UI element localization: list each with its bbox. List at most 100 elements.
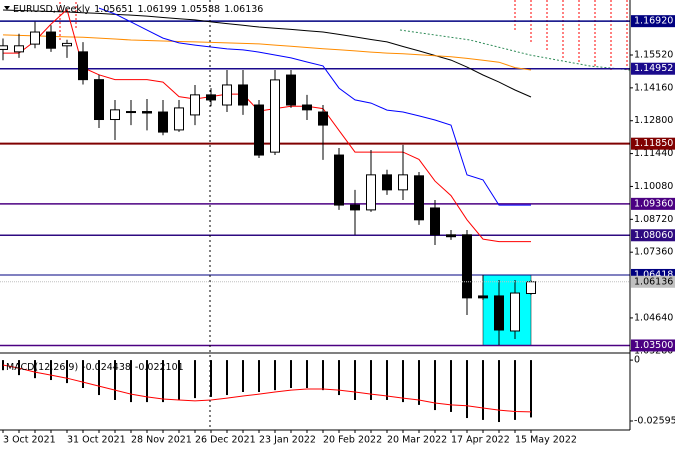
macd-bar (130, 360, 132, 403)
macd-bar (354, 360, 356, 400)
close-value: 1.06136 (224, 4, 263, 15)
candle-body (510, 292, 520, 332)
indicator-line (2, 9, 532, 98)
candle-body (190, 94, 200, 116)
macd-bar (146, 360, 148, 403)
macd-bar (306, 360, 308, 389)
candle-body (254, 104, 264, 156)
candle-body (142, 111, 152, 114)
level-label-box (631, 197, 675, 210)
macd-bar (34, 360, 36, 379)
macd-bar (450, 360, 452, 412)
cloud-edge (399, 29, 631, 71)
level-label-box (631, 339, 675, 352)
indicator-line (2, 34, 532, 71)
y-tick-label: 1.07360 (634, 247, 673, 258)
macd-bar (338, 360, 340, 396)
candle-body (398, 174, 408, 191)
macd-bar (418, 360, 420, 405)
level-label: 1.06418 (634, 269, 673, 280)
level-label: 1.11850 (634, 138, 673, 149)
macd-bar (50, 360, 52, 381)
x-tick-label: 15 May 2022 (515, 435, 577, 446)
candle-body (366, 174, 376, 211)
candle-body (14, 45, 24, 53)
y-tick-label: 1.12800 (634, 115, 673, 126)
x-tick-label: 20 Feb 2022 (323, 435, 382, 446)
macd-bar (98, 360, 100, 396)
candle-body (494, 295, 504, 331)
candle-body (318, 111, 328, 126)
candle-body (206, 94, 216, 101)
level-label: 1.09360 (634, 198, 673, 209)
x-tick-label: 31 Oct 2021 (67, 435, 126, 446)
candle-body (270, 79, 280, 153)
candle-body (446, 234, 456, 238)
macd-bar (370, 360, 372, 400)
macd-bar (322, 360, 324, 391)
high-value: 1.06199 (137, 4, 176, 15)
y-tick-label: 1.10080 (634, 181, 673, 192)
macd-bar (82, 360, 84, 389)
range-box (482, 274, 532, 346)
candle-body (110, 109, 120, 121)
macd-bar (194, 360, 196, 399)
open-value: 1.05651 (94, 4, 133, 15)
candle-body (286, 74, 296, 106)
x-tick-label: 26 Dec 2021 (195, 435, 256, 446)
macd-header: MACD(12,26,9) -0.024438 -0.022101 (6, 362, 184, 373)
macd-bar (114, 360, 116, 400)
signal-line (2, 364, 532, 413)
macd-value: -0.024438 (82, 362, 131, 373)
candle-body (62, 42, 72, 47)
signal-value: -0.022101 (135, 362, 184, 373)
indicator-line (98, 7, 531, 206)
candle-body (174, 107, 184, 131)
candle-body (478, 295, 488, 299)
macd-bar (402, 360, 404, 403)
y-tick-label: -0.025956 (634, 415, 675, 426)
level-label: 1.03500 (634, 340, 673, 351)
x-tick-label: 28 Nov 2021 (131, 435, 192, 446)
x-tick-label: 20 Mar 2022 (387, 435, 447, 446)
macd-bar (514, 360, 516, 420)
last-price-box (631, 275, 675, 288)
level-label-box (631, 62, 675, 75)
low-value: 1.05588 (181, 4, 220, 15)
candle-body (350, 204, 360, 211)
menu-arrow[interactable] (4, 6, 10, 10)
y-tick-label: 1.08720 (634, 214, 673, 225)
candle-body (526, 281, 536, 294)
macd-bar (226, 360, 228, 396)
y-tick-label: 1.15520 (634, 49, 673, 60)
macd-bar (530, 360, 532, 418)
x-tick-label: 3 Oct 2021 (3, 435, 56, 446)
candle-body (222, 84, 232, 106)
macd-bar (242, 360, 244, 392)
candle-body (430, 207, 440, 236)
level-label: 1.08060 (634, 230, 673, 241)
macd-bar (290, 360, 292, 389)
symbol: EURUSD,Weekly (13, 4, 91, 15)
macd-bar (386, 360, 388, 400)
y-tick-label: 0 (634, 355, 640, 366)
candle-body (462, 234, 472, 299)
candle-body (30, 31, 40, 45)
chart-header: EURUSD,Weekly 1.05651 1.06199 1.05588 1.0613… (13, 4, 263, 15)
x-tick-label: 23 Jan 2022 (259, 435, 316, 446)
macd-bar (162, 360, 164, 403)
level-label: 1.16920 (634, 16, 673, 27)
macd-bar (498, 360, 500, 423)
candle-body (94, 79, 104, 121)
macd-bar (434, 360, 436, 411)
macd-bar (274, 360, 276, 391)
candle-body (126, 111, 136, 114)
macd-bar (482, 360, 484, 420)
macd-bar (210, 360, 212, 397)
last-price-label: 1.06136 (634, 276, 673, 287)
macd-bar (258, 360, 260, 392)
level-label-box (631, 137, 675, 150)
macd-bar (178, 360, 180, 400)
candle-body (0, 45, 8, 50)
